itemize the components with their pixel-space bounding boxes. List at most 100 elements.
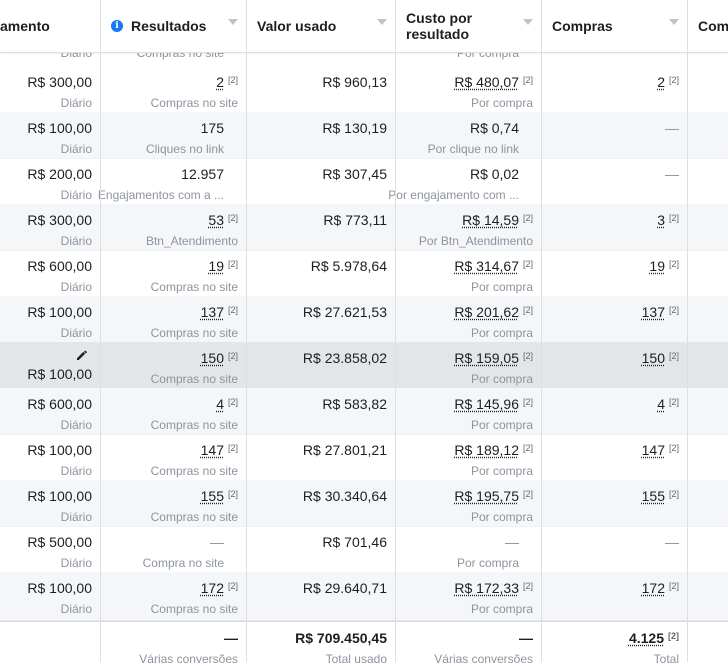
- purchases-value-text[interactable]: 155: [641, 488, 665, 504]
- table-row[interactable]: R$ 100,00 150 [2] Compras no site R$ 23.858,…: [0, 342, 728, 389]
- cost-value[interactable]: R$ 145,96 [2]: [454, 396, 533, 412]
- cost-value-text[interactable]: R$ 314,67: [454, 258, 519, 274]
- column-divider[interactable]: [100, 0, 101, 662]
- column-header-cost-per-result[interactable]: Custo por resultado: [396, 0, 541, 52]
- results-value-text[interactable]: 4: [216, 396, 224, 412]
- budget-cell[interactable]: R$ 100,00 Diário: [0, 112, 100, 158]
- table-row[interactable]: R$ 100,00 Diário 137 [2] Compras no site R$ 2…: [0, 296, 728, 343]
- budget-cell[interactable]: R$ 300,00 Diário: [0, 204, 100, 250]
- cost-value[interactable]: R$ 201,62 [2]: [454, 304, 533, 320]
- purchases-value[interactable]: 172 [2]: [642, 580, 679, 596]
- table-row[interactable]: R$ 100,00 Diário 172 [2] Compras no site R$ 2…: [0, 572, 728, 619]
- budget-cell[interactable]: R$ 600,00 Diário: [0, 388, 100, 434]
- budget-cell[interactable]: R$ 100,00 Diário: [0, 296, 100, 342]
- column-header-spent[interactable]: Valor usado: [247, 0, 395, 52]
- pencil-icon[interactable]: [76, 348, 88, 360]
- purchases-value-text[interactable]: 147: [641, 442, 665, 458]
- cost-value-text[interactable]: R$ 14,59: [462, 212, 519, 228]
- purchases-value-text[interactable]: 137: [641, 304, 665, 320]
- cost-value[interactable]: R$ 189,12 [2]: [454, 442, 533, 458]
- total-purchases[interactable]: 4.125 [2]: [629, 630, 679, 646]
- results-value-text[interactable]: 53: [208, 212, 224, 228]
- results-value[interactable]: 150 [2]: [201, 350, 238, 366]
- column-divider[interactable]: [395, 0, 396, 662]
- purchases-value[interactable]: 147 [2]: [642, 442, 679, 458]
- cost-value[interactable]: R$ 14,59 [2]: [462, 212, 533, 228]
- footnote-marker: [2]: [227, 305, 238, 315]
- budget-cell[interactable]: R$ 200,00 Diário: [0, 158, 100, 204]
- sort-caret-icon[interactable]: [669, 19, 679, 25]
- results-value[interactable]: 53 [2]: [208, 212, 238, 228]
- results-value[interactable]: 2 [2]: [216, 74, 238, 90]
- purchases-value-text[interactable]: 4: [657, 396, 665, 412]
- purchases-value-text[interactable]: 172: [641, 580, 665, 596]
- cost-value-text[interactable]: R$ 172,33: [454, 580, 519, 596]
- budget-cell[interactable]: R$ 300,00 Diário: [0, 66, 100, 112]
- column-divider[interactable]: [687, 0, 688, 662]
- cost-value[interactable]: R$ 172,33 [2]: [454, 580, 533, 596]
- budget-cell[interactable]: R$ 500,00 Diário: [0, 526, 100, 572]
- purchases-value[interactable]: 3 [2]: [657, 212, 679, 228]
- results-value-text[interactable]: 150: [200, 350, 224, 366]
- sort-caret-icon[interactable]: [377, 19, 387, 25]
- results-value[interactable]: 19 [2]: [208, 258, 238, 274]
- results-value-text[interactable]: 2: [216, 74, 224, 90]
- cost-value-text[interactable]: R$ 189,12: [454, 442, 519, 458]
- table-row[interactable]: R$ 100,00 Diário 175 Cliques no link R$ 130,…: [0, 112, 728, 159]
- table-row[interactable]: R$ 500,00 Diário — Compra no site R$ 701,46 —…: [0, 526, 728, 573]
- column-header-extra[interactable]: Com: [688, 0, 728, 52]
- results-value[interactable]: 4 [2]: [216, 396, 238, 412]
- column-header-purchases[interactable]: Compras: [542, 0, 687, 52]
- budget-cell[interactable]: R$ 100,00 Diário: [0, 480, 100, 526]
- cost-value[interactable]: R$ 195,75 [2]: [454, 488, 533, 504]
- sort-caret-icon[interactable]: [523, 19, 533, 25]
- cost-value[interactable]: R$ 480,07 [2]: [454, 74, 533, 90]
- table-row[interactable]: R$ 600,00 Diário 4 [2] Compras no site R$ 583…: [0, 388, 728, 435]
- cost-value-text[interactable]: R$ 201,62: [454, 304, 519, 320]
- results-value-text[interactable]: 137: [200, 304, 224, 320]
- total-purchases-value[interactable]: 4.125: [628, 630, 664, 646]
- sort-caret-icon[interactable]: [228, 19, 238, 25]
- table-row[interactable]: R$ 600,00 Diário 19 [2] Compras no site R$ 5.…: [0, 250, 728, 297]
- results-value[interactable]: 172 [2]: [201, 580, 238, 596]
- purchases-value[interactable]: 2 [2]: [657, 74, 679, 90]
- purchases-value[interactable]: 137 [2]: [642, 304, 679, 320]
- results-value[interactable]: 147 [2]: [201, 442, 238, 458]
- purchases-value[interactable]: 155 [2]: [642, 488, 679, 504]
- cost-value-text[interactable]: R$ 145,96: [454, 396, 519, 412]
- table-row[interactable]: R$ 100,00 Diário 155 [2] Compras no site R$ 3…: [0, 480, 728, 527]
- column-header-budget[interactable]: amento: [0, 0, 100, 52]
- results-value[interactable]: 137 [2]: [201, 304, 238, 320]
- column-header-results[interactable]: i Resultados: [101, 0, 246, 52]
- results-value-text[interactable]: 19: [208, 258, 224, 274]
- info-icon[interactable]: i: [111, 20, 123, 32]
- purchases-value-text[interactable]: 150: [641, 350, 665, 366]
- purchases-value-text[interactable]: 3: [657, 212, 665, 228]
- table-row[interactable]: R$ 300,00 Diário 53 [2] Btn_Atendimento R$ 77…: [0, 204, 728, 251]
- cost-value-text[interactable]: R$ 480,07: [454, 74, 519, 90]
- results-value[interactable]: 155 [2]: [201, 488, 238, 504]
- results-value-text[interactable]: 155: [200, 488, 224, 504]
- table-row[interactable]: R$ 300,00 Diário 2 [2] Compras no site R$ 960…: [0, 66, 728, 113]
- purchases-value[interactable]: 4 [2]: [657, 396, 679, 412]
- cost-value-text[interactable]: R$ 159,05: [454, 350, 519, 366]
- purchases-value-text[interactable]: 2: [657, 74, 665, 90]
- purchases-value[interactable]: 19 [2]: [649, 258, 679, 274]
- results-value-text[interactable]: 147: [200, 442, 224, 458]
- budget-cell[interactable]: R$ 100,00 Diário: [0, 434, 100, 480]
- purchases-value[interactable]: 150 [2]: [642, 350, 679, 366]
- spent-value: R$ 27.801,21: [303, 442, 387, 458]
- column-divider[interactable]: [246, 0, 247, 662]
- budget-cell[interactable]: R$ 100,00: [0, 342, 100, 388]
- budget-cell[interactable]: R$ 100,00 Diário: [0, 572, 100, 618]
- table-row[interactable]: R$ 200,00 Diário 12.957 Engajamentos com a …: [0, 158, 728, 205]
- results-value-text[interactable]: 172: [200, 580, 224, 596]
- column-divider[interactable]: [541, 0, 542, 662]
- cost-value[interactable]: R$ 159,05 [2]: [454, 350, 533, 366]
- cost-value-text[interactable]: R$ 195,75: [454, 488, 519, 504]
- table-row[interactable]: R$ 100,00 Diário 147 [2] Compras no site R$ 2…: [0, 434, 728, 481]
- budget-type: Diário: [60, 52, 92, 60]
- budget-cell[interactable]: R$ 600,00 Diário: [0, 250, 100, 296]
- cost-value[interactable]: R$ 314,67 [2]: [454, 258, 533, 274]
- purchases-value-text[interactable]: 19: [649, 258, 665, 274]
